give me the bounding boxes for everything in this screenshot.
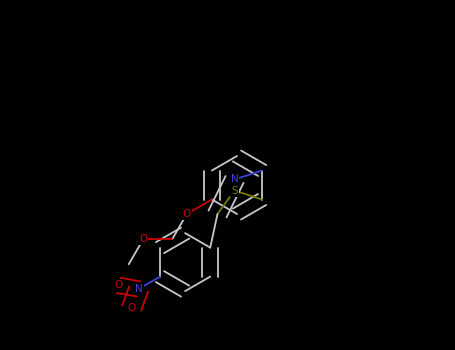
- Text: O: O: [182, 209, 191, 219]
- Text: N: N: [135, 284, 142, 294]
- Text: S: S: [231, 186, 238, 196]
- Text: O: O: [115, 280, 123, 290]
- Text: N: N: [231, 174, 238, 184]
- Text: O: O: [127, 303, 136, 313]
- Text: O: O: [139, 234, 147, 244]
